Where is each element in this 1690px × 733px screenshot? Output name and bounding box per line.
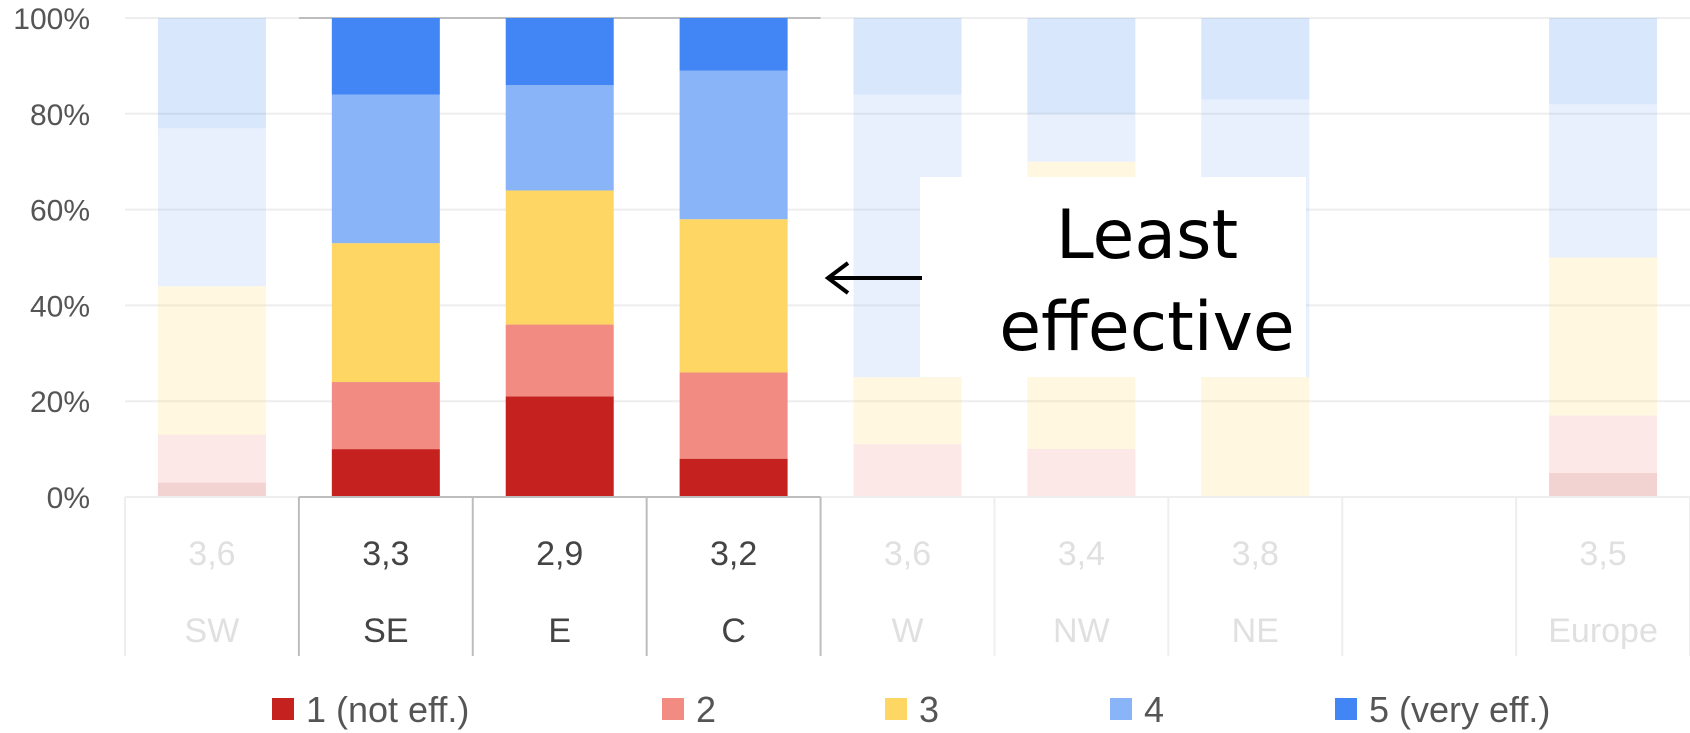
bar-segment-c-s2 [679, 372, 788, 459]
bar-segment-sw-s2 [157, 434, 266, 483]
legend: 1 (not eff.) 2 3 4 5 (very eff.) [272, 689, 1550, 730]
bar-segment-e-s5 [505, 18, 614, 86]
category-label: NW [1053, 612, 1110, 650]
y-axis: 0% 20% 40% 60% 80% 100% [13, 3, 90, 515]
bar-segment-e-s2 [505, 324, 614, 397]
bar-segment-sw-s1 [157, 482, 266, 497]
bar-segment-europe-s1 [1549, 473, 1658, 497]
bars [157, 18, 1658, 497]
bar-segment-nw-s5 [1027, 18, 1136, 114]
legend-label: 2 [696, 689, 716, 730]
bar-segment-se-s3 [331, 243, 440, 383]
callout-line-1: Least [1056, 196, 1238, 275]
bar-segment-e-s4 [505, 85, 614, 191]
bar-segment-c-s5 [679, 18, 788, 71]
legend-label: 1 (not eff.) [306, 689, 469, 730]
legend-swatch [272, 698, 294, 720]
y-tick-label: 60% [30, 195, 90, 228]
bar-segment-europe-s3 [1549, 257, 1658, 416]
bar-segment-se-s1 [331, 449, 440, 497]
score-label: 3,6 [188, 535, 235, 573]
bar-segment-c-s4 [679, 70, 788, 220]
bar-segment-sw-s3 [157, 286, 266, 435]
left-arrow-icon [824, 261, 922, 295]
category-label: C [721, 612, 746, 650]
score-label: 2,9 [536, 535, 583, 573]
category-label: NE [1232, 612, 1279, 650]
legend-label: 4 [1144, 689, 1164, 730]
category-label: SE [363, 612, 408, 650]
legend-swatch [662, 698, 684, 720]
y-tick-label: 20% [30, 386, 90, 419]
bar-segment-w-s5 [853, 18, 962, 95]
bar-segment-se-s5 [331, 18, 440, 95]
bar-segment-ne-s5 [1201, 18, 1310, 100]
bar-segment-se-s2 [331, 382, 440, 450]
bar-segment-se-s4 [331, 94, 440, 244]
least-effective-callout: Least effective [824, 177, 1306, 377]
category-table: 3,6 SW 3,3 SE 2,9 E 3,2 C 3,6 W 3,4 NW 3,8 NE 3,5 Europ… [124, 496, 1690, 656]
category-label: W [891, 612, 923, 650]
category-label: Europe [1548, 612, 1658, 650]
score-label: 3,5 [1579, 535, 1626, 573]
category-label: E [548, 612, 571, 650]
y-tick-label: 40% [30, 290, 90, 323]
bar-segment-ne-s3 [1201, 377, 1310, 497]
legend-swatch [885, 698, 907, 720]
legend-swatch [1335, 698, 1357, 720]
score-label: 3,4 [1058, 535, 1105, 573]
score-label: 3,3 [362, 535, 409, 573]
y-tick-label: 80% [30, 99, 90, 132]
bar-segment-c-s1 [679, 458, 788, 497]
score-label: 3,8 [1232, 535, 1279, 573]
bar-segment-europe-s2 [1549, 415, 1658, 474]
bar-segment-sw-s5 [157, 18, 266, 129]
y-tick-label: 0% [47, 482, 90, 515]
bar-segment-w-s2 [853, 444, 962, 497]
legend-label: 3 [919, 689, 939, 730]
bar-segment-w-s3 [853, 377, 962, 445]
bar-segment-europe-s4 [1549, 104, 1658, 258]
score-label: 3,6 [884, 535, 931, 573]
bar-segment-e-s1 [505, 396, 614, 497]
bar-segment-nw-s2 [1027, 449, 1136, 497]
legend-swatch [1110, 698, 1132, 720]
bar-segment-nw-s4 [1027, 113, 1136, 162]
bar-segment-c-s3 [679, 219, 788, 373]
bar-segment-sw-s4 [157, 128, 266, 287]
y-tick-label: 100% [13, 3, 90, 36]
score-label: 3,2 [710, 535, 757, 573]
callout-line-2: effective [999, 288, 1295, 367]
bar-segment-europe-s5 [1549, 18, 1658, 105]
category-label: SW [185, 612, 240, 650]
legend-label: 5 (very eff.) [1369, 689, 1550, 730]
callout-box [920, 177, 1306, 377]
bar-segment-e-s3 [505, 190, 614, 325]
